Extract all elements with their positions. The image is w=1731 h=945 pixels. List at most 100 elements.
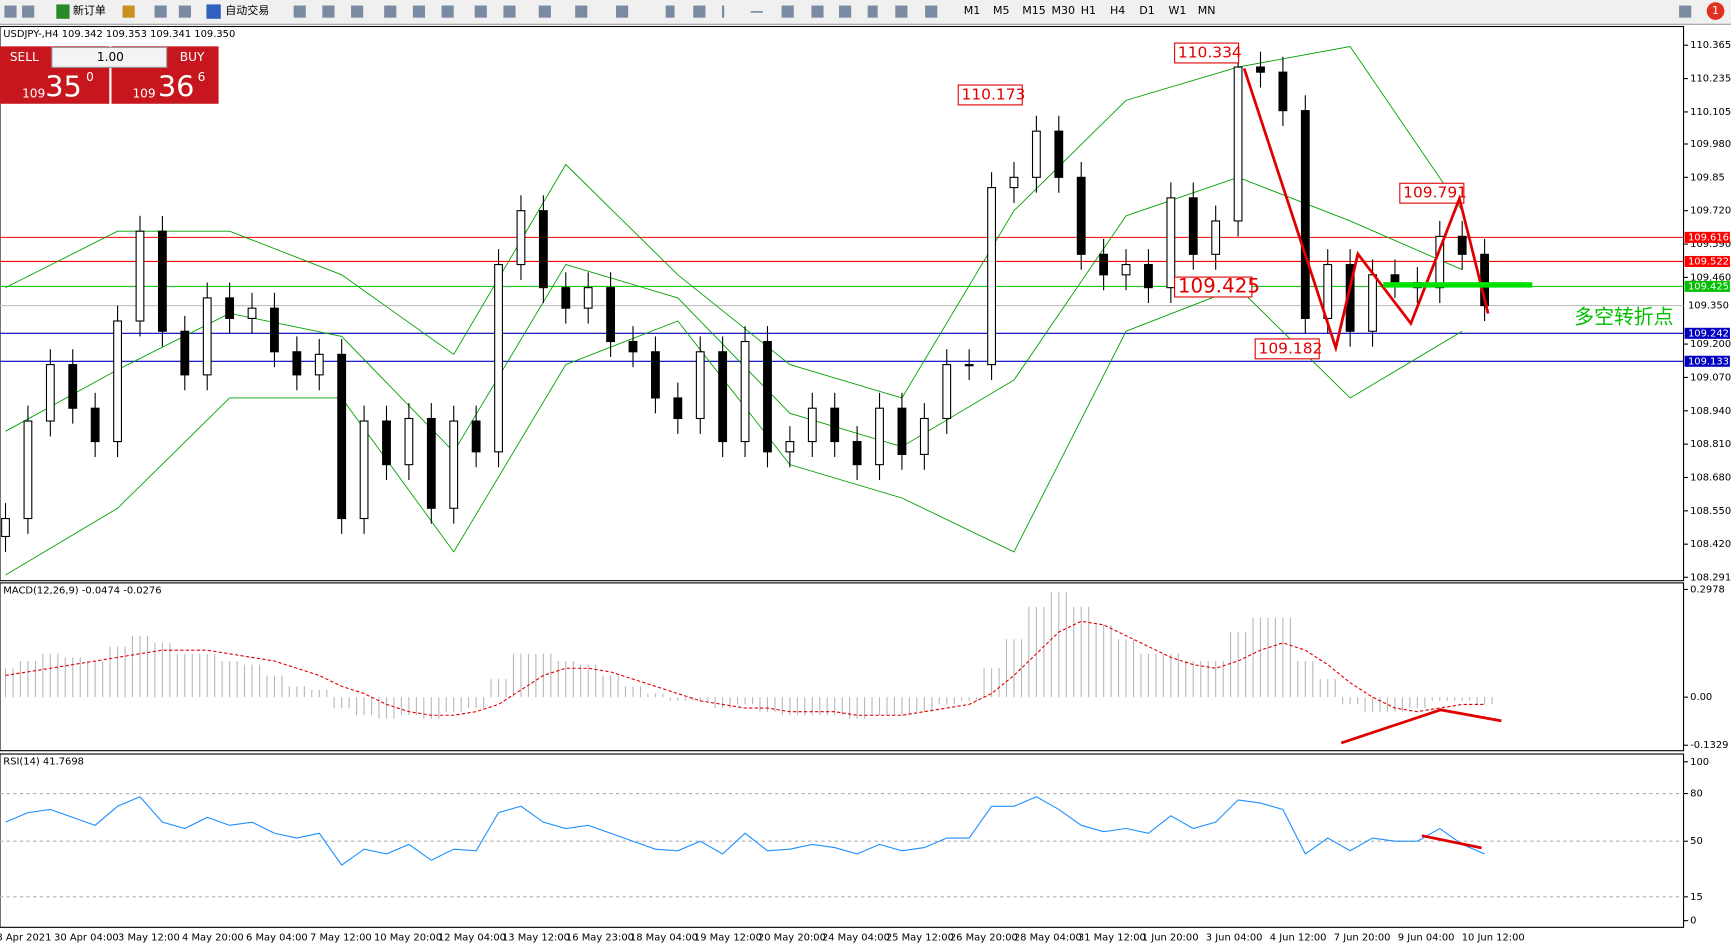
x-tick-label: 6 May 04:00: [246, 932, 308, 943]
annotation: 109.791: [1403, 184, 1467, 202]
annotation: 110.173: [962, 85, 1026, 103]
rsi-panel: [0, 753, 1685, 928]
buy-price-sup: 6: [198, 70, 206, 84]
x-tick-label: 18 May 04:00: [630, 932, 698, 943]
candle-body: [337, 353, 347, 520]
candle-body: [1323, 264, 1333, 319]
level-label: 109.616: [1688, 232, 1729, 243]
candle-body: [1188, 197, 1198, 255]
timeframe-button[interactable]: H4: [1110, 4, 1125, 17]
timeframe-button[interactable]: M30: [1052, 4, 1076, 17]
sell-button[interactable]: SELL: [10, 50, 39, 64]
y-tick-label: 109.200: [1690, 339, 1731, 350]
level-label: 109.350: [1688, 301, 1729, 312]
x-tick-label: 30 Apr 04:00: [54, 932, 119, 943]
buy-button[interactable]: BUY: [180, 50, 205, 64]
timeframe-button[interactable]: M5: [993, 4, 1010, 17]
candle-body: [1368, 274, 1377, 332]
candle-body: [426, 417, 436, 509]
y-tick-label: 110.235: [1690, 74, 1731, 85]
timeframe-button[interactable]: M1: [964, 4, 981, 17]
candle-body: [718, 351, 728, 443]
y-tick-label: 109.980: [1690, 139, 1731, 150]
candle-body: [1009, 176, 1019, 189]
annotation: 110.334: [1178, 43, 1242, 61]
x-tick-label: 7 May 12:00: [310, 932, 372, 943]
x-tick-label: 9 Jun 04:00: [1398, 932, 1455, 943]
candle-body: [807, 407, 817, 443]
level-label: 109.242: [1688, 328, 1729, 339]
toolbar: [0, 0, 1731, 25]
candle-body: [919, 417, 929, 455]
candle-body: [1300, 110, 1310, 319]
y-tick-label: 15: [1690, 892, 1703, 903]
level-label: 109.425: [1688, 281, 1729, 292]
buy-price-big: 36: [158, 69, 195, 103]
timeframe-button[interactable]: D1: [1139, 4, 1154, 17]
x-tick-label: 31 May 12:00: [1078, 932, 1146, 943]
y-tick-label: 109.070: [1690, 372, 1731, 383]
notification-badge[interactable]: [1706, 2, 1725, 20]
candle-body: [180, 330, 190, 376]
y-tick-label: 108.680: [1690, 472, 1731, 483]
candle-body: [314, 353, 324, 376]
timeframe-button[interactable]: M15: [1022, 4, 1046, 17]
drawings: [1242, 68, 1533, 850]
x-tick-label: 4 May 20:00: [182, 932, 244, 943]
toolbar-icons: [4, 4, 1692, 19]
annotation-box: [957, 84, 1023, 106]
candle-body: [1054, 130, 1064, 178]
lots-input[interactable]: 1.00: [97, 50, 124, 64]
y-tick-label: 109.590: [1690, 239, 1731, 250]
sell-price-prefix: 109: [22, 86, 45, 100]
candle-body: [45, 364, 55, 422]
x-tick-label: 1 Jun 20:00: [1142, 932, 1199, 943]
y-tick-label: 110.365: [1690, 40, 1731, 51]
candle-body: [561, 287, 571, 309]
candle-body: [516, 210, 526, 266]
candle-body: [964, 364, 974, 367]
candle-body: [1278, 71, 1288, 112]
price-panel: [0, 25, 1685, 582]
y-tick-label: 109.460: [1690, 272, 1731, 283]
timeframe-button[interactable]: W1: [1169, 4, 1187, 17]
annotation-box: [1254, 338, 1320, 360]
x-tick-label: 3 May 12:00: [118, 932, 180, 943]
x-tick-label: 13 May 12:00: [502, 932, 570, 943]
timeframe-button[interactable]: H1: [1081, 4, 1096, 17]
y-tick-label: 109.720: [1690, 206, 1731, 217]
y-tick-label: -0.1329: [1690, 740, 1728, 751]
candle-body: [359, 420, 369, 520]
x-tick-label: 16 May 23:00: [566, 932, 634, 943]
y-tick-label: 108.291: [1690, 572, 1731, 583]
candle-body: [1076, 176, 1086, 255]
x-tick-label: 10 Jun 12:00: [1462, 932, 1525, 943]
x-tick-label: 3 Jun 04:00: [1206, 932, 1263, 943]
y-tick-label: 0: [1690, 916, 1696, 927]
x-tick-label: 7 Jun 20:00: [1334, 932, 1391, 943]
candle-body: [1121, 264, 1131, 276]
y-tick-label: 50: [1690, 836, 1703, 847]
x-tick-label: 19 May 12:00: [694, 932, 762, 943]
level-tag: [1684, 327, 1730, 339]
level-tag: [1684, 355, 1730, 367]
trade-panel: SELL BUY 1.00 109 35 0 109 36 6: [0, 46, 219, 104]
candle-body: [471, 420, 481, 453]
x-tick-label: 28 May 04:00: [1014, 932, 1082, 943]
y-tick-label: 100: [1690, 757, 1709, 768]
level-label: 109.133: [1688, 356, 1729, 367]
candle-body: [830, 407, 840, 443]
candle-body: [90, 407, 100, 443]
x-tick-label: 24 May 04:00: [822, 932, 890, 943]
timeframe-button[interactable]: MN: [1198, 4, 1216, 17]
y-tick-label: 108.940: [1690, 406, 1731, 417]
candle-body: [157, 230, 167, 332]
candle-body: [785, 441, 795, 453]
auto-trading-button[interactable]: 自动交易: [225, 3, 269, 17]
rsi-line: [5, 796, 1485, 866]
new-order-button[interactable]: 新订单: [73, 3, 106, 17]
y-tick-label: 80: [1690, 789, 1703, 800]
candle-body: [292, 351, 302, 376]
